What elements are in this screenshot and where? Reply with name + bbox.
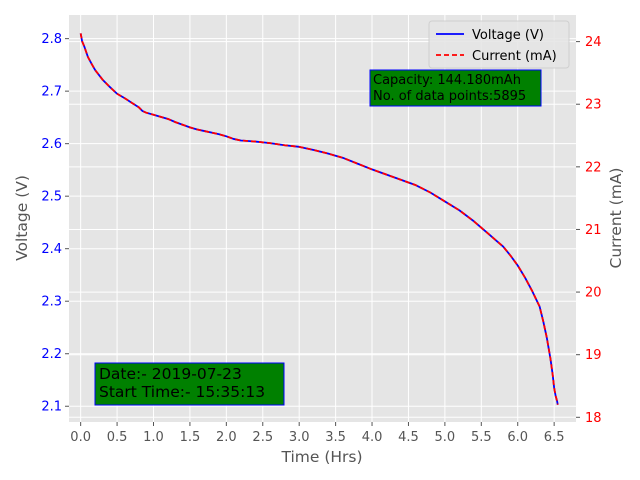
legend: Voltage (V) Current (mA) [428,20,570,69]
y-tick-label: 2.1 [41,400,62,415]
y2-tick-label: 19 [585,348,602,363]
y2-tick-label: 20 [585,286,602,301]
y-tick-label: 2.4 [41,242,62,257]
legend-current-label: Current (mA) [472,49,557,64]
x-axis-label: Time (Hrs) [280,448,362,466]
date-text: Date:- 2019-07-23 [99,365,242,383]
legend-box [428,20,570,69]
legend-voltage-label: Voltage (V) [472,28,544,43]
x-tick-label: 0.5 [107,430,128,445]
x-tick-label: 1.5 [180,430,201,445]
x-tick-label: 5.5 [471,430,492,445]
x-tick-label: 4.0 [362,430,383,445]
x-tick-label: 1.0 [143,430,164,445]
capacity-annotation: Capacity: 144.180mAh No. of data points:… [369,69,542,107]
y2-tick-label: 18 [585,411,602,426]
x-tick-label: 5.0 [435,430,456,445]
capacity-box [369,69,542,107]
y-tick-label: 2.5 [41,190,62,205]
x-tick-label: 6.0 [507,430,528,445]
date-annotation: Date:- 2019-07-23 Start Time:- 15:35:13 [94,362,285,406]
current-series-line [79,33,559,405]
y2-tick-label: 21 [585,223,602,238]
series-layer [79,33,559,405]
x-tick-label: 3.0 [289,430,310,445]
y-tick-label: 2.3 [41,295,62,310]
y2-axis-label: Current (mA) [607,168,625,269]
x-tick-label: 2.5 [252,430,273,445]
start-time-text: Start Time:- 15:35:13 [99,383,265,401]
x-tick-label: 2.0 [216,430,237,445]
x-tick-label: 0.0 [70,430,91,445]
y-tick-label: 2.7 [41,85,62,100]
y-tick-label: 2.2 [41,347,62,362]
x-tick-label: 4.5 [398,430,419,445]
y-axis-label: Voltage (V) [13,175,31,261]
y-tick-label: 2.6 [41,137,62,152]
capacity-text: Capacity: 144.180mAh [373,73,521,88]
y2-axis-ticks: 18 19 20 21 22 23 24 [576,35,602,426]
y2-tick-label: 24 [585,35,602,50]
x-tick-label: 3.5 [325,430,346,445]
data-points-text: No. of data points:5895 [373,89,526,104]
date-box [94,362,285,406]
y2-tick-label: 23 [585,98,602,113]
y-axis-ticks: 2.1 2.2 2.3 2.4 2.5 2.6 2.7 2.8 [41,32,69,415]
x-axis-ticks: 0.0 0.5 1.0 1.5 2.0 2.5 3.0 3.5 4.0 4.5 5.0 5.5 6.0 6… [70,422,564,445]
y-tick-label: 2.8 [41,32,62,47]
y2-tick-label: 22 [585,160,602,175]
x-tick-label: 6.5 [544,430,565,445]
